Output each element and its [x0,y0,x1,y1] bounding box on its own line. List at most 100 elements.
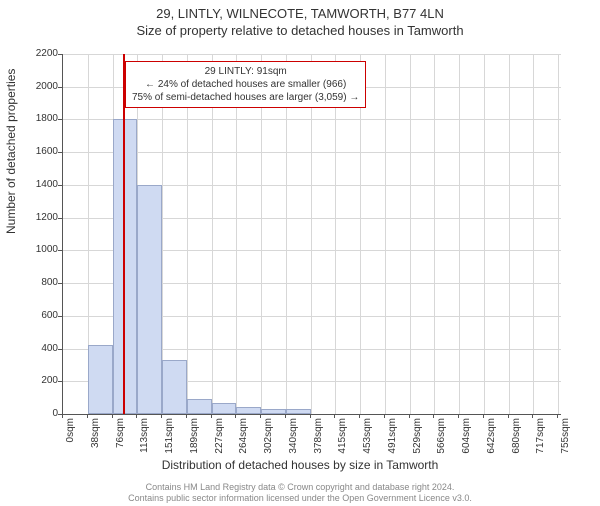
ytick-mark [58,152,62,153]
xtick-label: 529sqm [412,418,423,468]
marker-line [123,54,125,414]
xtick-mark [433,414,434,418]
gridline-v [360,54,361,414]
footer-line2: Contains public sector information licen… [0,493,600,504]
ytick-mark [58,119,62,120]
xtick-label: 340sqm [288,418,299,468]
footer-line1: Contains HM Land Registry data © Crown c… [0,482,600,493]
ytick-mark [58,218,62,219]
histogram-bar [286,409,311,414]
gridline-v [335,54,336,414]
gridline-v [459,54,460,414]
gridline-v [212,54,213,414]
ytick-mark [58,54,62,55]
ytick-label: 1800 [18,113,58,124]
xtick-mark [458,414,459,418]
histogram-bar [137,185,162,414]
ytick-mark [58,283,62,284]
gridline-v [385,54,386,414]
xtick-mark [87,414,88,418]
xtick-mark [557,414,558,418]
ytick-label: 1400 [18,179,58,190]
ytick-mark [58,316,62,317]
histogram-chart [62,54,561,415]
histogram-bar [261,409,286,414]
annotation-line1: 29 LINTLY: 91sqm [132,65,359,78]
xtick-mark [532,414,533,418]
y-axis-label: Number of detached properties [4,69,18,234]
annotation-line2: ← 24% of detached houses are smaller (96… [132,78,359,91]
ytick-mark [58,381,62,382]
ytick-label: 1600 [18,146,58,157]
histogram-bar [88,345,113,414]
ytick-label: 400 [18,343,58,354]
xtick-mark [384,414,385,418]
histogram-bar [162,360,187,414]
xtick-mark [483,414,484,418]
gridline-v [311,54,312,414]
xtick-label: 415sqm [337,418,348,468]
xtick-mark [186,414,187,418]
xtick-label: 755sqm [560,418,571,468]
gridline-v [434,54,435,414]
xtick-label: 680sqm [511,418,522,468]
xtick-mark [285,414,286,418]
ytick-label: 1000 [18,244,58,255]
xtick-label: 227sqm [214,418,225,468]
annotation-line3: 75% of semi-detached houses are larger (… [132,91,359,104]
xtick-label: 491sqm [387,418,398,468]
xtick-mark [112,414,113,418]
histogram-bar [113,119,137,414]
gridline-v [236,54,237,414]
histogram-bar [187,399,212,414]
ytick-label: 2200 [18,48,58,59]
gridline-v [261,54,262,414]
xtick-label: 453sqm [362,418,373,468]
gridline-v [558,54,559,414]
subtitle: Size of property relative to detached ho… [0,23,600,38]
xtick-label: 0sqm [65,418,76,468]
ytick-mark [58,349,62,350]
ytick-mark [58,250,62,251]
xtick-label: 604sqm [461,418,472,468]
xtick-label: 38sqm [90,418,101,468]
xtick-mark [409,414,410,418]
ytick-label: 200 [18,375,58,386]
xtick-mark [310,414,311,418]
xtick-mark [260,414,261,418]
histogram-bar [236,407,261,414]
ytick-mark [58,87,62,88]
gridline-v [286,54,287,414]
ytick-label: 0 [18,408,58,419]
ytick-label: 1200 [18,212,58,223]
xtick-mark [334,414,335,418]
xtick-mark [211,414,212,418]
xtick-mark [235,414,236,418]
xtick-label: 302sqm [263,418,274,468]
xtick-mark [136,414,137,418]
footer: Contains HM Land Registry data © Crown c… [0,482,600,504]
ytick-mark [58,185,62,186]
gridline-v [509,54,510,414]
address-title: 29, LINTLY, WILNECOTE, TAMWORTH, B77 4LN [0,6,600,21]
xtick-label: 717sqm [535,418,546,468]
xtick-label: 151sqm [164,418,175,468]
xtick-label: 189sqm [189,418,200,468]
xtick-mark [161,414,162,418]
ytick-label: 800 [18,277,58,288]
ytick-label: 600 [18,310,58,321]
xtick-label: 566sqm [436,418,447,468]
gridline-v [187,54,188,414]
annotation-box: 29 LINTLY: 91sqm ← 24% of detached house… [125,61,366,108]
xtick-label: 113sqm [139,418,150,468]
xtick-mark [508,414,509,418]
ytick-label: 2000 [18,81,58,92]
gridline-v [533,54,534,414]
xtick-mark [62,414,63,418]
gridline-v [484,54,485,414]
xtick-label: 264sqm [238,418,249,468]
xtick-mark [359,414,360,418]
histogram-bar [212,403,236,414]
xtick-label: 76sqm [115,418,126,468]
xtick-label: 642sqm [486,418,497,468]
